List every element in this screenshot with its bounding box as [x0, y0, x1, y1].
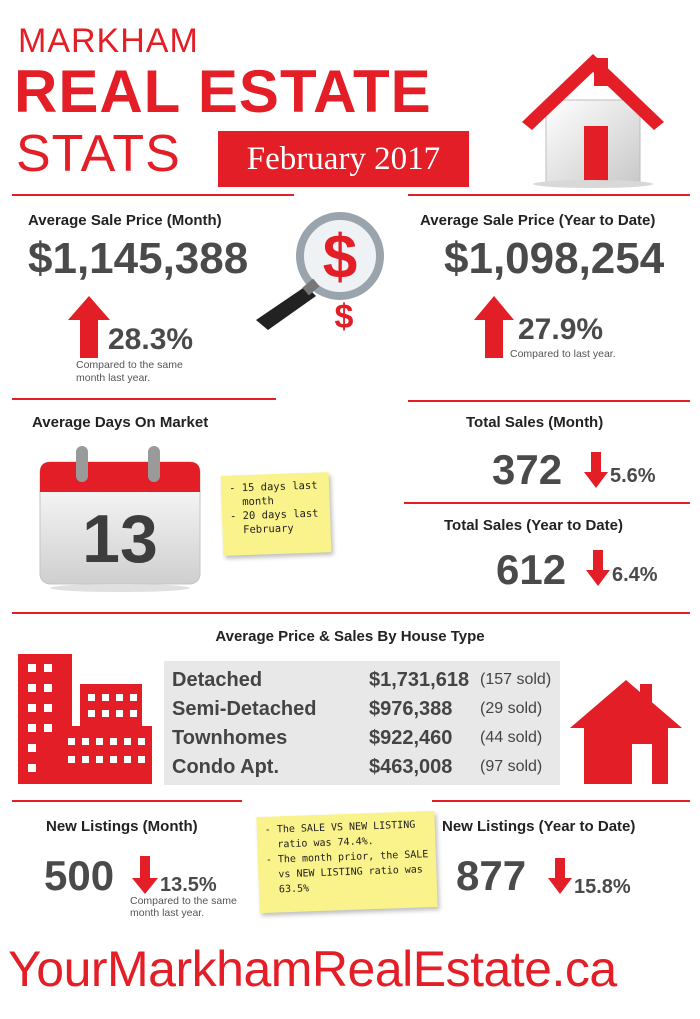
new-listings-ytd-label: New Listings (Year to Date) — [442, 818, 636, 835]
avg-price-ytd-change: 27.9% — [518, 313, 604, 346]
header-markham: MARKHAM — [18, 22, 199, 60]
house-type-sold: (29 sold) — [480, 700, 543, 717]
days-on-market-value: 13 — [82, 501, 158, 577]
house-type-name: Semi-Detached — [172, 698, 317, 720]
new-listings-ytd-value: 877 — [456, 852, 527, 899]
new-listings-ytd-change: 15.8% — [574, 876, 631, 898]
calendar-icon — [39, 446, 201, 592]
house-type-name: Townhomes — [172, 727, 288, 749]
down-arrow-icon — [584, 452, 608, 488]
total-sales-month-value: 372 — [492, 446, 563, 493]
total-sales-ytd-change: 6.4% — [612, 564, 658, 586]
house-type-price: $976,388 — [369, 698, 453, 720]
new-listings-month-value: 500 — [44, 852, 115, 899]
listing-ratio-sticky-note: - The SALE VS NEW LISTING ratio was 74.4… — [256, 810, 438, 914]
total-sales-month-label: Total Sales (Month) — [466, 414, 604, 431]
avg-price-month-change: 28.3% — [108, 323, 194, 356]
avg-price-month-label: Average Sale Price (Month) — [28, 212, 222, 229]
header-date-badge: February 2017 — [218, 131, 469, 187]
avg-price-month-note-1: Compared to the same — [76, 359, 183, 371]
days-sticky-note: - 15 days last month - 20 days last Febr… — [220, 472, 332, 556]
avg-price-month-value: $1,145,388 — [28, 234, 249, 283]
house-type-price: $922,460 — [369, 727, 453, 749]
house-icon — [570, 680, 682, 784]
avg-price-ytd-label: Average Sale Price (Year to Date) — [420, 212, 656, 229]
table-row: Detached $1,731,618 (157 sold) — [164, 665, 560, 695]
up-arrow-icon — [68, 296, 110, 358]
house-type-sold: (97 sold) — [480, 758, 543, 775]
new-listings-month-label: New Listings (Month) — [46, 818, 198, 835]
total-sales-ytd-value: 612 — [496, 546, 567, 593]
house-type-name: Condo Apt. — [172, 756, 280, 778]
down-arrow-icon — [586, 550, 610, 586]
divider — [12, 398, 276, 400]
magnifier-dollar-icon: $ $ — [256, 212, 384, 336]
header-stats: STATS — [16, 125, 181, 183]
divider — [408, 194, 690, 196]
house-type-title: Average Price & Sales By House Type — [215, 628, 485, 645]
new-listings-month-note-1: Compared to the same — [130, 895, 237, 907]
sticky-line: February — [230, 522, 294, 537]
total-sales-month-change: 5.6% — [610, 465, 656, 487]
up-arrow-icon — [474, 296, 514, 358]
website-url[interactable]: YourMarkhamRealEstate.ca — [8, 941, 617, 997]
buildings-icon — [18, 654, 152, 784]
new-listings-month-change: 13.5% — [160, 874, 217, 896]
svg-text:$: $ — [335, 298, 354, 336]
total-sales-ytd-label: Total Sales (Year to Date) — [444, 517, 623, 534]
house-type-price: $1,731,618 — [369, 669, 470, 691]
avg-price-ytd-note: Compared to last year. — [510, 348, 616, 360]
house-type-table: Detached $1,731,618 (157 sold) Semi-Deta… — [164, 661, 560, 785]
avg-price-ytd-value: $1,098,254 — [444, 234, 665, 283]
table-row: Semi-Detached $976,388 (29 sold) — [164, 694, 560, 724]
down-arrow-icon — [548, 858, 572, 894]
divider — [12, 194, 294, 196]
table-row: Townhomes $922,460 (44 sold) — [164, 723, 560, 753]
house-icon — [522, 54, 664, 188]
divider — [12, 800, 242, 802]
house-type-sold: (44 sold) — [480, 729, 543, 746]
divider — [12, 612, 690, 614]
divider — [432, 800, 690, 802]
table-row: Condo Apt. $463,008 (97 sold) — [164, 752, 560, 782]
divider — [408, 400, 690, 402]
house-type-sold: (157 sold) — [480, 671, 552, 688]
house-type-name: Detached — [172, 669, 263, 691]
house-type-price: $463,008 — [369, 756, 453, 778]
avg-price-month-note-2: month last year. — [76, 372, 151, 384]
days-on-market-label: Average Days On Market — [32, 414, 209, 431]
new-listings-month-note-2: month last year. — [130, 907, 205, 919]
header-real-estate: REAL ESTATE — [14, 58, 432, 125]
svg-text:$: $ — [323, 223, 357, 292]
divider — [404, 502, 690, 504]
down-arrow-icon — [132, 856, 158, 894]
